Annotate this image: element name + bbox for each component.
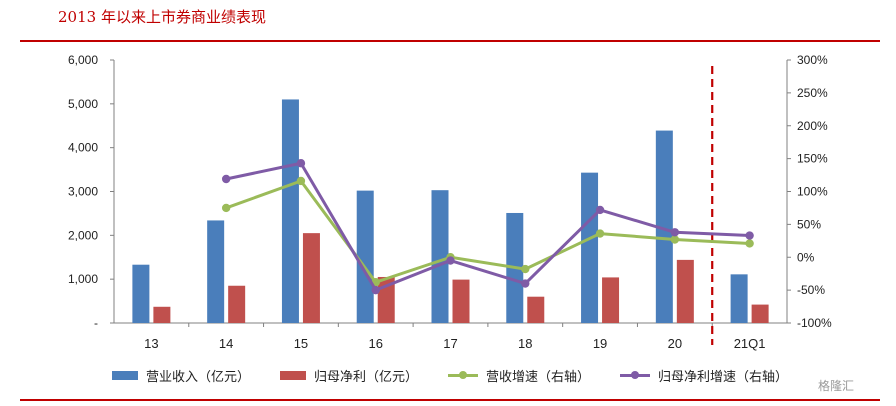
legend-item-net-profit-growth: 归母净利增速（右轴） [620,366,788,385]
legend-item-revenue: 营业收入（亿元） [112,366,250,385]
legend-label-revenue-growth: 营收增速（右轴） [486,369,591,385]
legend-swatch-revenue [112,370,138,380]
point-net-profit-growth [221,174,231,184]
x-axis: 13 14 15 16 17 18 19 20 21Q1 [114,322,787,351]
right-tick-label: 100% [797,185,828,199]
right-tick-label: 300% [797,53,828,67]
left-tick-label: 2,000 [68,228,98,242]
right-tick-label: 0% [797,250,815,264]
legend-label-net-profit-growth: 归母净利增速（右轴） [658,369,789,385]
bar-net-profit [153,306,171,323]
legend: 营业收入（亿元） 归母净利（亿元） 营收增速（右轴） 归母净利增速（右轴） [112,365,818,385]
left-tick-label: 6,000 [68,53,98,67]
bar-revenue [281,99,299,323]
legend-swatch-revenue-growth [448,370,479,380]
left-axis: - 1,000 2,000 3,000 4,000 5,000 6,000 [68,53,115,330]
x-tick-label: 20 [668,336,682,351]
x-tick-label: 17 [443,336,457,351]
bar-net-profit [228,285,246,323]
right-tick-label: 50% [797,217,821,231]
bar-revenue [207,220,225,323]
bottom-rule [20,399,880,401]
bars [132,99,769,323]
point-revenue-growth [595,229,605,238]
right-tick-label: 150% [797,152,828,166]
legend-item-revenue-growth: 营收增速（右轴） [448,366,590,385]
point-revenue-growth [745,239,754,248]
point-net-profit-growth [371,285,380,295]
right-tick-label: -50% [797,283,825,297]
point-net-profit-growth [745,231,754,240]
x-tick-label: 14 [219,336,233,351]
right-tick-label: 200% [797,119,828,133]
bar-revenue [730,274,748,323]
legend-item-net-profit: 归母净利（亿元） [280,366,418,385]
point-revenue-growth [521,264,530,274]
bar-revenue [132,264,150,323]
left-tick-label: - [94,316,98,330]
left-tick-label: 3,000 [68,185,98,199]
left-tick-label: 4,000 [68,141,98,155]
legend-swatch-net-profit [280,370,307,380]
x-tick-label: 19 [593,336,607,351]
x-tick-label: 21Q1 [734,336,766,351]
chart-title: 2013 年以来上市券商业绩表现 [58,8,266,26]
bar-revenue [431,190,449,323]
point-revenue-growth [221,203,231,213]
point-revenue-growth [670,235,680,244]
x-tick-label: 13 [144,336,158,351]
point-net-profit-growth [670,228,680,237]
left-tick-label: 1,000 [68,272,98,286]
line-net-profit-growth [225,161,750,292]
left-tick-label: 5,000 [68,97,98,111]
bar-net-profit [527,296,545,323]
x-tick-label: 18 [518,336,532,351]
x-tick-label: 15 [294,336,308,351]
bar-net-profit [602,277,620,323]
right-tick-label: -100% [797,316,832,330]
right-axis: -100% -50% 0% 50% 100% 150% 200% 250% 300% [786,53,832,330]
point-net-profit-growth [446,256,455,265]
top-rule [20,40,880,42]
point-revenue-growth [296,176,306,186]
point-net-profit-growth [521,279,530,288]
bar-net-profit [676,259,694,323]
bar-net-profit [302,233,320,323]
line-revenue-growth [225,179,750,284]
right-tick-label: 250% [797,86,828,100]
legend-label-net-profit: 归母净利（亿元） [314,369,419,385]
x-tick-label: 16 [368,336,382,351]
bar-revenue [581,172,599,323]
bar-revenue [655,130,673,323]
legend-swatch-net-profit-growth [620,370,651,380]
point-net-profit-growth [595,205,605,215]
watermark: 格隆汇 [818,379,855,393]
bar-revenue [356,190,374,323]
lines [221,159,754,295]
bar-net-profit [751,304,769,323]
point-net-profit-growth [296,159,306,168]
bar-net-profit [452,279,470,323]
legend-label-revenue: 营业收入（亿元） [146,369,251,385]
